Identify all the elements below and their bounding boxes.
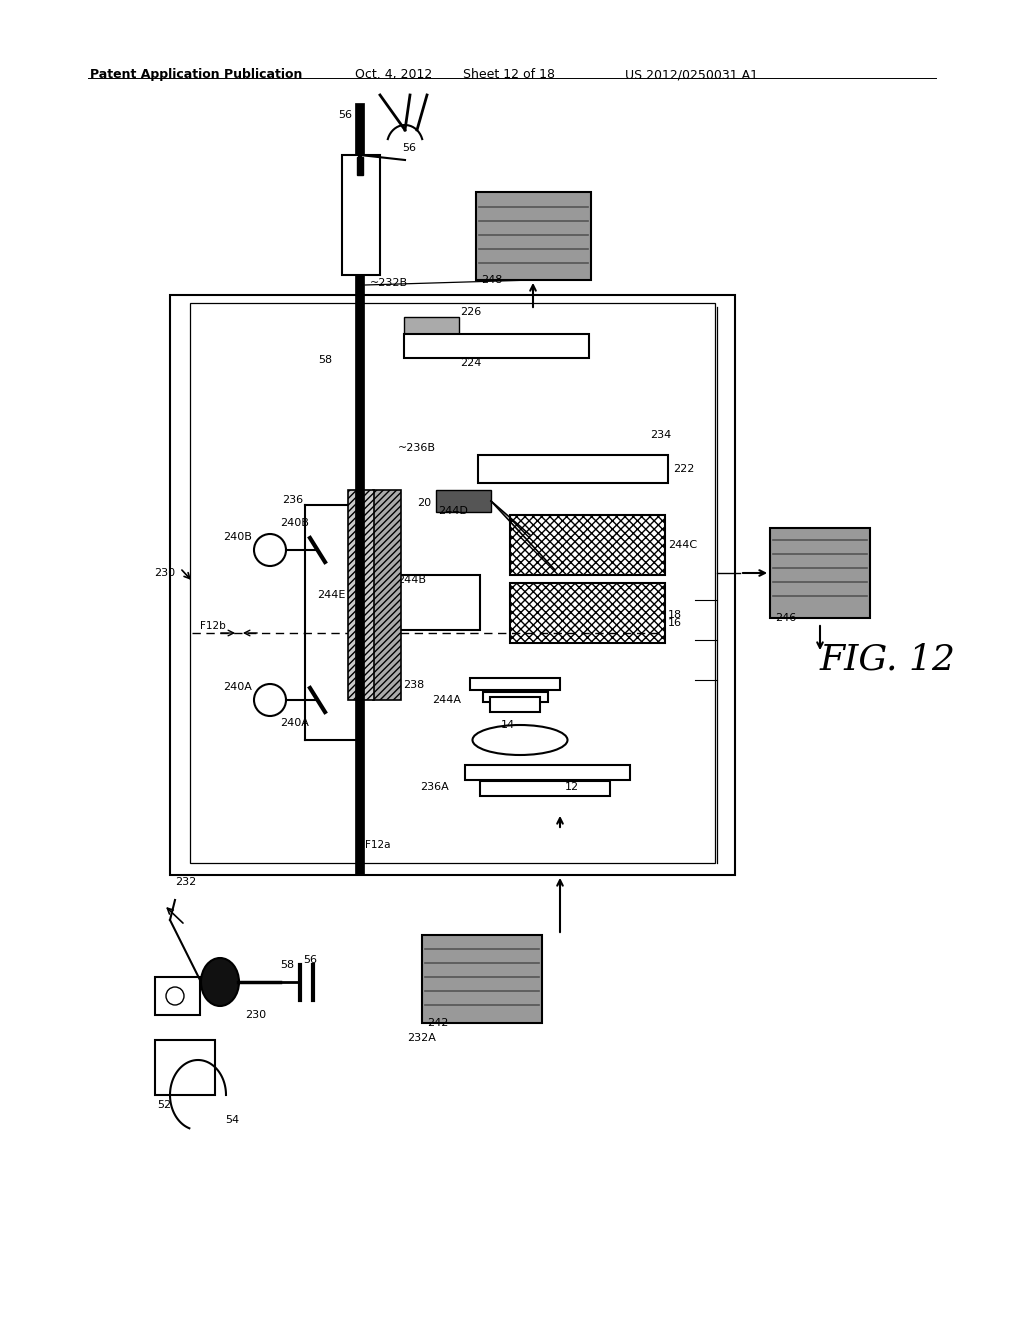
Text: 242: 242 [427,1018,449,1028]
Text: 18: 18 [668,610,682,620]
Bar [422,935,542,1023]
Text: Sheet 12 of 18: Sheet 12 of 18 [463,69,555,81]
Bar [404,334,589,358]
Bar [770,528,870,618]
Text: Patent Application Publication: Patent Application Publication [90,69,302,81]
Text: 236: 236 [282,495,303,506]
Text: 232: 232 [175,876,197,887]
Text: 234: 234 [650,430,672,440]
Text: 240A: 240A [280,718,309,729]
Bar [395,576,480,630]
Text: 56: 56 [303,954,317,965]
Text: F12a: F12a [365,840,390,850]
Text: 240B: 240B [280,517,309,528]
Text: 246: 246 [775,612,797,623]
Bar [510,515,665,576]
Bar [470,678,560,690]
Ellipse shape [201,958,239,1006]
Circle shape [166,987,184,1005]
Text: 54: 54 [225,1115,240,1125]
Text: ~232B: ~232B [370,279,409,288]
Text: 232A: 232A [407,1034,436,1043]
Text: 244A: 244A [432,696,461,705]
Bar [480,781,610,796]
Text: 240A: 240A [223,682,252,692]
Text: 240B: 240B [223,532,252,543]
Text: 244D: 244D [438,506,468,516]
Bar [348,490,374,700]
Text: 56: 56 [338,110,352,120]
Text: 244B: 244B [397,576,426,585]
Text: 58: 58 [280,960,294,970]
Text: Oct. 4, 2012: Oct. 4, 2012 [355,69,432,81]
Bar [404,317,459,335]
Text: 16: 16 [668,618,682,628]
Bar [483,692,548,702]
Text: 230: 230 [154,568,175,578]
Text: F12b: F12b [200,620,225,631]
Circle shape [254,684,286,715]
Text: 52: 52 [157,1100,171,1110]
Bar [170,294,735,875]
Bar [190,304,715,863]
Bar [478,455,668,483]
Text: 20: 20 [417,498,431,508]
Text: 226: 226 [460,308,481,317]
Text: 230: 230 [245,1010,266,1020]
Ellipse shape [472,725,567,755]
Bar [373,490,401,700]
Text: 224: 224 [460,358,481,368]
Text: FIG. 12: FIG. 12 [820,643,956,677]
Text: 222: 222 [673,465,694,474]
Bar [476,191,591,280]
Text: 244C: 244C [668,540,697,550]
Text: 244E: 244E [317,590,346,601]
Text: 56: 56 [402,143,416,153]
Text: US 2012/0250031 A1: US 2012/0250031 A1 [625,69,758,81]
Text: 238: 238 [403,680,424,690]
Bar [436,490,490,512]
Bar [155,1040,215,1096]
Bar [490,697,540,711]
Text: 12: 12 [565,781,580,792]
Bar [510,583,665,643]
Text: 14: 14 [501,719,515,730]
Circle shape [254,535,286,566]
Bar [465,766,630,780]
Bar [342,154,380,275]
Bar [357,157,362,176]
Bar [155,977,200,1015]
Text: 58: 58 [317,355,332,366]
Text: 236A: 236A [420,781,449,792]
Text: 248: 248 [481,275,503,285]
Text: ~236B: ~236B [398,444,436,453]
